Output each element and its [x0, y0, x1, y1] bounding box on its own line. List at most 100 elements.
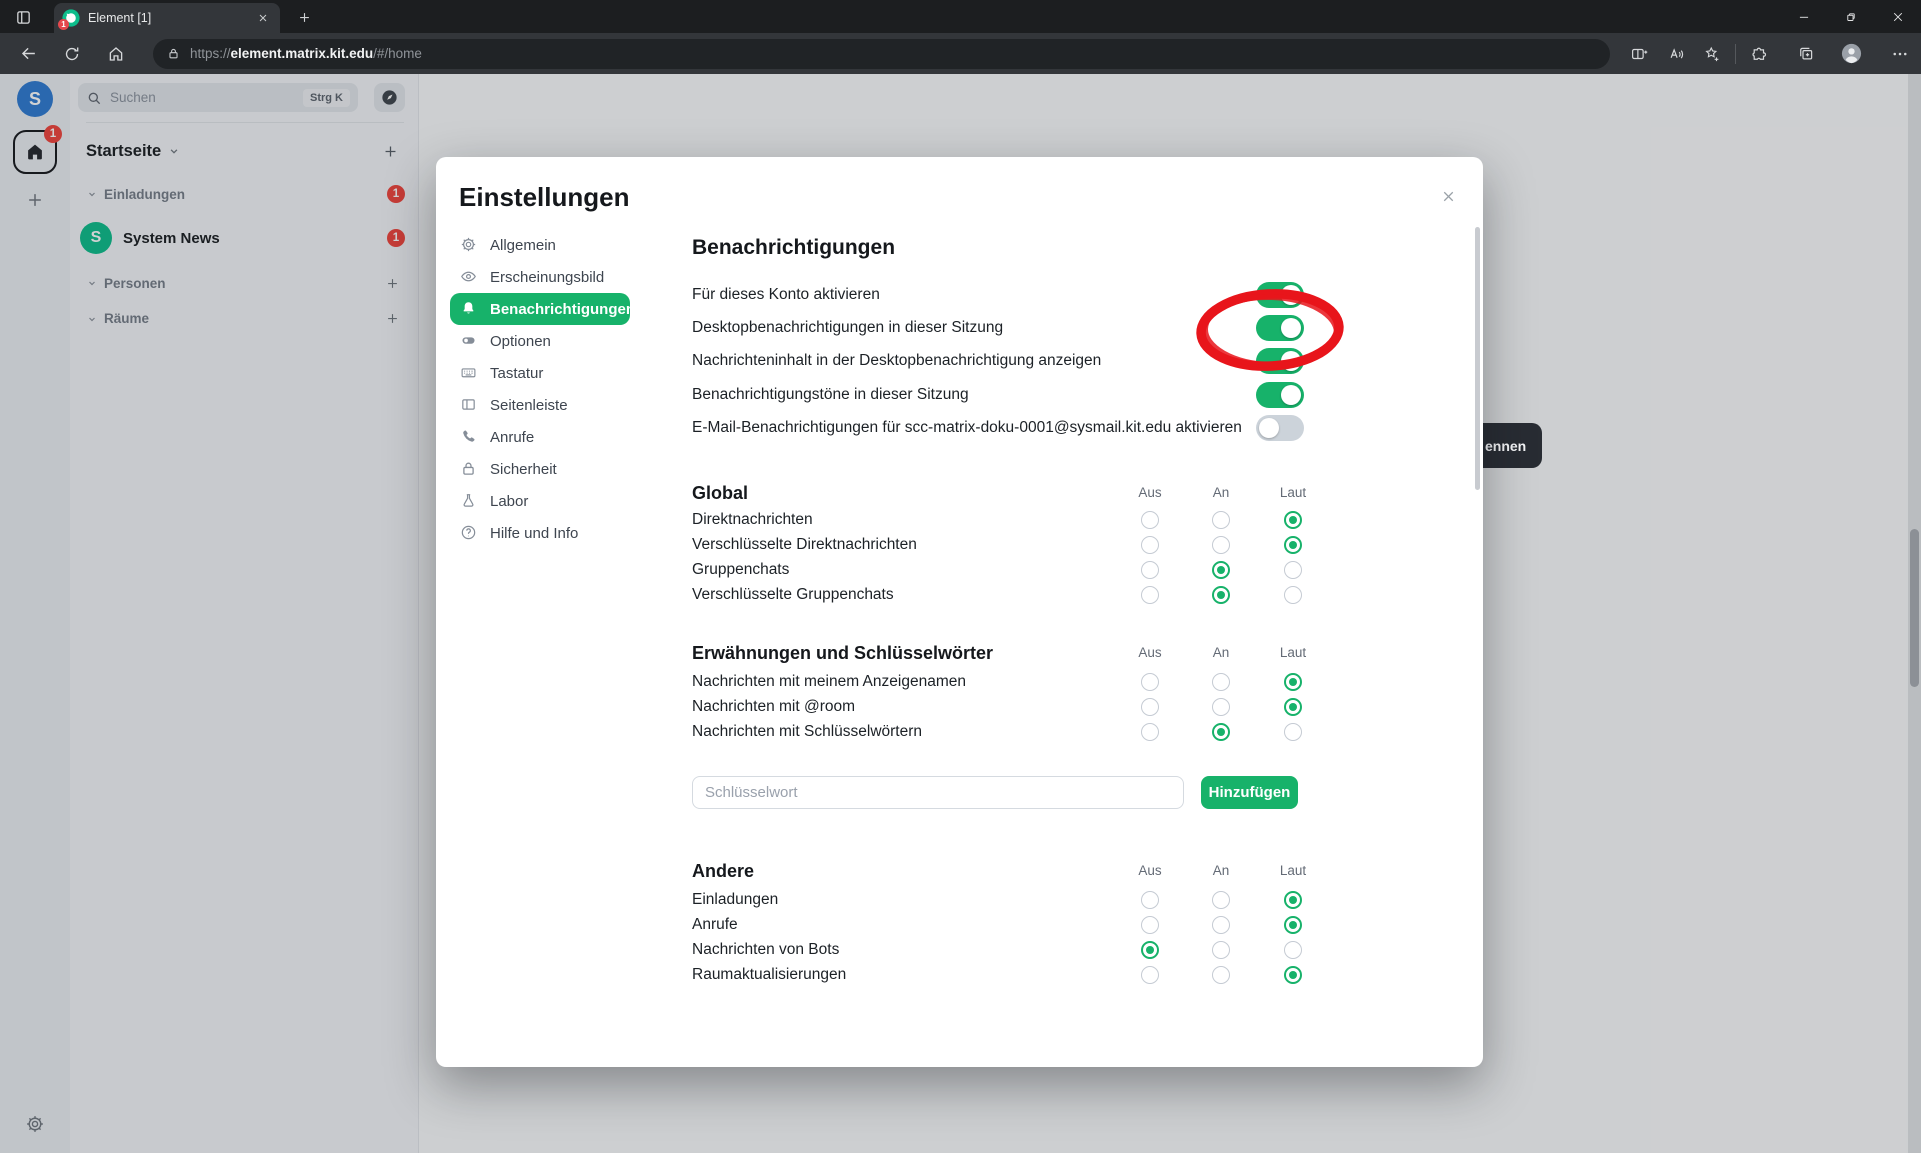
settings-nav-labor[interactable]: Labor	[450, 485, 630, 517]
user-avatar[interactable]: S	[17, 81, 53, 117]
dialog-scrollbar-thumb[interactable]	[1475, 227, 1480, 490]
settings-nav-anrufe[interactable]: Anrufe	[450, 421, 630, 453]
settings-nav-erscheinungsbild[interactable]: Erscheinungsbild	[450, 261, 630, 293]
radio-an[interactable]	[1212, 697, 1230, 716]
extensions-icon[interactable]	[1744, 39, 1774, 69]
radio-aus[interactable]	[1141, 890, 1159, 909]
restore-button[interactable]	[1827, 0, 1874, 33]
add-favorite-icon[interactable]	[1697, 39, 1727, 69]
search-icon	[86, 90, 102, 106]
dialog-close-icon[interactable]	[1436, 184, 1460, 208]
settings-nav-hilfe-und-info[interactable]: Hilfe und Info	[450, 517, 630, 549]
settings-nav-benachrichtigungen[interactable]: Benachrichtigungen	[450, 293, 635, 325]
toggle-switch[interactable]	[1256, 281, 1304, 308]
read-aloud-icon[interactable]	[1661, 39, 1691, 69]
radio-laut-selected[interactable]	[1284, 915, 1302, 934]
element-app: S 1 Suchen Strg K Startseite	[0, 74, 1921, 1153]
radio-row-label: Verschlüsselte Direktnachrichten	[692, 535, 917, 553]
section-add-button[interactable]	[378, 269, 406, 297]
explore-rooms-button[interactable]	[374, 83, 405, 112]
browser-tab[interactable]: 1 Element [1]	[54, 3, 280, 33]
radio-laut-selected[interactable]	[1284, 510, 1302, 529]
radio-laut[interactable]	[1284, 722, 1302, 741]
toggle-switch[interactable]	[1256, 348, 1304, 375]
settings-nav-optionen[interactable]: Optionen	[450, 325, 630, 357]
toggle-label: Desktopbenachrichtigungen in dieser Sitz…	[692, 319, 1004, 337]
new-tab-button[interactable]	[292, 7, 316, 27]
toggle-switch[interactable]	[1256, 415, 1304, 442]
radio-aus[interactable]	[1141, 585, 1159, 604]
radio-laut[interactable]	[1284, 560, 1302, 579]
scrollbar-thumb[interactable]	[1910, 529, 1919, 687]
address-bar[interactable]: https://element.matrix.kit.edu/#/home	[153, 38, 1610, 69]
radio-aus[interactable]	[1141, 965, 1159, 984]
radio-laut[interactable]	[1284, 585, 1302, 604]
radio-aus[interactable]	[1141, 722, 1159, 741]
sidebar-section-einladungen[interactable]: Einladungen	[86, 185, 185, 203]
close-button[interactable]	[1874, 0, 1921, 33]
toggle-switch[interactable]	[1256, 381, 1304, 408]
radio-an[interactable]	[1212, 672, 1230, 691]
workspaces-icon[interactable]	[10, 6, 36, 28]
radio-laut-selected[interactable]	[1284, 535, 1302, 554]
minimize-button[interactable]	[1780, 0, 1827, 33]
settings-nav-tastatur[interactable]: Tastatur	[450, 357, 630, 389]
radio-aus[interactable]	[1141, 510, 1159, 529]
radio-aus-selected[interactable]	[1141, 940, 1159, 959]
radio-aus[interactable]	[1141, 697, 1159, 716]
browser-menu-icon[interactable]	[1885, 39, 1915, 69]
keyword-input[interactable]	[692, 776, 1184, 809]
radio-an-selected[interactable]	[1212, 585, 1230, 604]
collections-icon[interactable]	[1791, 39, 1821, 69]
space-header[interactable]: Startseite	[86, 140, 181, 162]
settings-nav-seitenleiste[interactable]: Seitenleiste	[450, 389, 630, 421]
search-placeholder: Suchen	[110, 90, 156, 105]
radio-aus[interactable]	[1141, 535, 1159, 554]
column-header-an: An	[1212, 645, 1230, 660]
radio-laut-selected[interactable]	[1284, 890, 1302, 909]
browser-toolbar: https://element.matrix.kit.edu/#/home	[0, 33, 1921, 74]
radio-an-selected[interactable]	[1212, 560, 1230, 579]
radio-row: Anrufe	[692, 912, 1304, 937]
settings-nav-sicherheit[interactable]: Sicherheit	[450, 453, 630, 485]
add-keyword-button[interactable]: Hinzufügen	[1201, 776, 1298, 809]
home-space-button[interactable]: 1	[13, 125, 62, 174]
room-row[interactable]: S System News	[80, 221, 220, 255]
radio-laut-selected[interactable]	[1284, 672, 1302, 691]
settings-nav-allgemein[interactable]: Allgemein	[450, 229, 630, 261]
radio-laut-selected[interactable]	[1284, 965, 1302, 984]
section-add-button[interactable]	[378, 305, 406, 333]
split-screen-icon[interactable]	[1624, 39, 1654, 69]
radio-aus[interactable]	[1141, 915, 1159, 934]
radio-aus[interactable]	[1141, 672, 1159, 691]
search-input[interactable]: Suchen Strg K	[78, 83, 358, 112]
home-icon[interactable]	[101, 39, 131, 69]
radio-an[interactable]	[1212, 890, 1230, 909]
toggle-icon	[460, 332, 478, 350]
reload-icon[interactable]	[57, 39, 87, 69]
nav-label: Erscheinungsbild	[490, 268, 605, 286]
add-room-button[interactable]	[376, 137, 404, 165]
radio-an[interactable]	[1212, 940, 1230, 959]
add-space-button[interactable]	[23, 188, 47, 212]
radio-an[interactable]	[1212, 535, 1230, 554]
sidebar-section-r-ume[interactable]: Räume	[86, 310, 149, 328]
notification-toggles: Für dieses Konto aktivieren Desktopbenach…	[692, 278, 1304, 445]
radio-aus[interactable]	[1141, 560, 1159, 579]
radio-laut[interactable]	[1284, 940, 1302, 959]
page-scrollbar[interactable]	[1908, 74, 1921, 1153]
radio-row-label: Raumaktualisierungen	[692, 965, 847, 983]
toggle-label: E-Mail-Benachrichtigungen für scc-matrix…	[692, 419, 1242, 437]
toggle-switch[interactable]	[1256, 315, 1304, 342]
radio-an[interactable]	[1212, 915, 1230, 934]
radio-an[interactable]	[1212, 510, 1230, 529]
back-icon[interactable]	[13, 39, 43, 69]
radio-laut-selected[interactable]	[1284, 697, 1302, 716]
profile-avatar[interactable]	[1836, 39, 1866, 69]
radio-an[interactable]	[1212, 965, 1230, 984]
quick-settings-gear-icon[interactable]	[25, 1114, 45, 1134]
tab-close-icon[interactable]	[254, 9, 272, 27]
sidebar-section-personen[interactable]: Personen	[86, 274, 166, 292]
radio-row-label: Gruppenchats	[692, 560, 790, 578]
radio-an-selected[interactable]	[1212, 722, 1230, 741]
